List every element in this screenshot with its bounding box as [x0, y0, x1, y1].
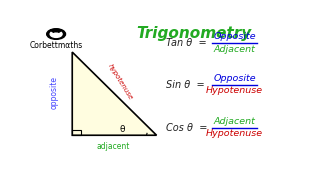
Text: Hypotenuse: Hypotenuse	[206, 86, 263, 95]
Polygon shape	[72, 52, 156, 135]
Text: Opposite: Opposite	[213, 32, 256, 41]
Text: Tan θ  =: Tan θ =	[166, 38, 207, 48]
Text: hypotenuse: hypotenuse	[107, 63, 134, 101]
Text: Adjacent: Adjacent	[214, 117, 256, 126]
Text: Corbettmαths: Corbettmαths	[29, 41, 83, 50]
Circle shape	[47, 29, 66, 39]
Bar	[72, 130, 81, 135]
Circle shape	[50, 31, 62, 37]
Wedge shape	[50, 29, 56, 32]
Text: Opposite: Opposite	[213, 74, 256, 83]
Text: Trigonometry: Trigonometry	[136, 26, 252, 41]
Text: opposite: opposite	[49, 76, 58, 109]
Text: θ: θ	[119, 125, 124, 134]
Text: adjacent: adjacent	[96, 142, 130, 151]
Text: Cos θ  =: Cos θ =	[166, 123, 208, 133]
Text: Hypotenuse: Hypotenuse	[206, 129, 263, 138]
Text: Sin θ  =: Sin θ =	[166, 80, 205, 90]
Text: Adjacent: Adjacent	[214, 45, 256, 54]
Wedge shape	[56, 29, 62, 32]
